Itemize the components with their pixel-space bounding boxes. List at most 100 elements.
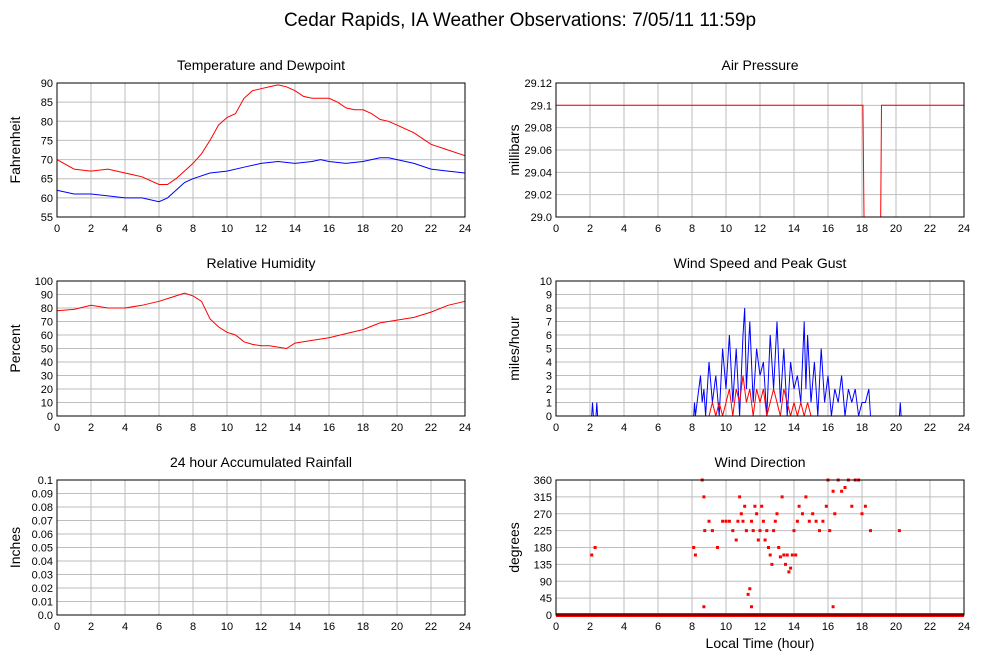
data-point [784, 562, 787, 566]
x-tick-label: 14 [289, 223, 301, 235]
x-tick-label: 2 [587, 223, 593, 235]
data-point [897, 529, 901, 533]
data-point [734, 538, 738, 542]
series-line [556, 307, 964, 417]
data-point [775, 512, 779, 516]
x-tick-label: 8 [689, 223, 695, 235]
data-point [721, 519, 725, 523]
x-tick-label: 16 [323, 223, 335, 235]
data-point [869, 529, 872, 533]
data-point [590, 553, 594, 557]
y-tick-label: 90 [41, 290, 53, 302]
y-tick-label: 29.0 [531, 212, 552, 224]
chart-title: Wind Speed and Peak Gust [674, 255, 847, 271]
data-point [778, 555, 782, 559]
y-tick-label: 10 [41, 398, 53, 410]
x-tick-label: 10 [720, 223, 732, 235]
data-point [828, 529, 832, 533]
y-tick-label: 29.08 [524, 123, 552, 135]
x-tick-label: 8 [689, 621, 695, 633]
y-tick-label: 270 [534, 509, 552, 521]
y-tick-label: 85 [41, 97, 53, 109]
x-tick-label: 12 [754, 223, 766, 235]
y-tick-label: 0.05 [32, 543, 53, 555]
x-tick-label: 18 [357, 422, 369, 434]
data-point [804, 495, 808, 499]
x-tick-label: 8 [190, 621, 196, 633]
x-tick-label: 24 [958, 223, 970, 235]
x-tick-label: 16 [323, 422, 335, 434]
x-tick-label: 10 [720, 422, 732, 434]
x-tick-label: 20 [890, 422, 902, 434]
x-tick-label: 14 [788, 422, 800, 434]
y-tick-label: 80 [41, 303, 53, 315]
x-tick-label: 14 [788, 223, 800, 235]
chart-title: Temperature and Dewpoint [177, 57, 345, 73]
x-tick-label: 14 [289, 621, 301, 633]
x-tick-label: 24 [459, 422, 471, 434]
y-tick-label: 0.02 [32, 583, 53, 595]
y-tick-label: 75 [41, 135, 53, 147]
x-tick-label: 12 [754, 422, 766, 434]
y-tick-label: 90 [540, 576, 552, 588]
data-point [807, 519, 811, 523]
data-point [785, 553, 789, 557]
x-tick-label: 18 [856, 621, 868, 633]
data-point [744, 529, 748, 533]
x-tick-label: 24 [459, 223, 471, 235]
x-tick-label: 18 [357, 223, 369, 235]
data-point [741, 519, 745, 523]
x-tick-label: 20 [391, 223, 403, 235]
x-tick-label: 24 [958, 621, 970, 633]
y-tick-label: 60 [41, 330, 53, 342]
x-tick-label: 20 [890, 223, 902, 235]
x-tick-label: 14 [289, 422, 301, 434]
series-line [56, 84, 466, 185]
y-tick-label: 70 [41, 155, 53, 167]
y-tick-label: 90 [41, 78, 53, 90]
x-tick-label: 18 [357, 621, 369, 633]
x-tick-label: 16 [822, 621, 834, 633]
data-point [772, 529, 776, 533]
y-tick-label: 100 [35, 276, 53, 288]
data-point [593, 546, 597, 549]
y-axis-label: miles/hour [506, 316, 522, 381]
chart-title: Relative Humidity [207, 255, 316, 271]
data-point [860, 512, 864, 516]
plot-frame [555, 82, 965, 218]
series-line [56, 157, 466, 203]
data-point [743, 504, 747, 508]
data-point [707, 519, 711, 523]
x-tick-label: 0 [54, 223, 60, 235]
data-point [760, 504, 764, 508]
y-tick-label: 0.07 [32, 516, 53, 528]
x-tick-label: 12 [255, 223, 267, 235]
y-tick-label: 60 [41, 193, 53, 205]
x-tick-label: 20 [391, 621, 403, 633]
y-tick-label: 80 [41, 116, 53, 128]
x-tick-label: 6 [655, 621, 661, 633]
y-tick-label: 0.08 [32, 502, 53, 514]
data-point [795, 519, 799, 523]
x-tick-label: 0 [54, 621, 60, 633]
x-tick-label: 4 [621, 621, 627, 633]
y-tick-label: 45 [540, 593, 552, 605]
y-tick-label: 70 [41, 317, 53, 329]
y-tick-label: 4 [546, 357, 552, 369]
page-title: Cedar Rapids, IA Weather Observations: 7… [284, 10, 756, 31]
x-tick-label: 0 [553, 422, 559, 434]
y-axis-label: degrees [506, 522, 522, 573]
y-tick-label: 20 [41, 384, 53, 396]
y-axis-label: Fahrenheit [7, 116, 23, 183]
series-line [56, 292, 466, 350]
x-tick-label: 20 [391, 422, 403, 434]
y-tick-label: 2 [546, 384, 552, 396]
data-point [739, 512, 743, 516]
data-point [693, 553, 697, 557]
x-tick-label: 0 [54, 422, 60, 434]
x-axis-label: Local Time (hour) [706, 635, 815, 651]
x-tick-label: 22 [924, 621, 936, 633]
data-point [710, 529, 714, 533]
